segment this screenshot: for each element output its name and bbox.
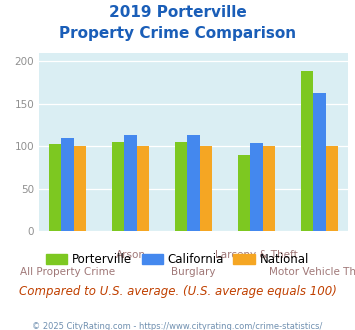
Text: Compared to U.S. average. (U.S. average equals 100): Compared to U.S. average. (U.S. average … <box>18 285 337 298</box>
Bar <box>326 146 338 231</box>
Text: 2019 Porterville: 2019 Porterville <box>109 5 246 20</box>
Bar <box>313 93 326 231</box>
Bar <box>301 72 313 231</box>
Bar <box>74 146 86 231</box>
Text: Burglary: Burglary <box>171 267 216 277</box>
Bar <box>124 135 137 231</box>
Bar <box>263 146 275 231</box>
Bar <box>49 145 61 231</box>
Bar <box>137 146 149 231</box>
Text: Larceny & Theft: Larceny & Theft <box>215 250 298 260</box>
Text: All Property Crime: All Property Crime <box>20 267 115 277</box>
Bar <box>175 142 187 231</box>
Text: Motor Vehicle Theft: Motor Vehicle Theft <box>269 267 355 277</box>
Text: © 2025 CityRating.com - https://www.cityrating.com/crime-statistics/: © 2025 CityRating.com - https://www.city… <box>32 322 323 330</box>
Bar <box>250 143 263 231</box>
Bar <box>61 138 74 231</box>
Bar <box>187 135 200 231</box>
Text: Property Crime Comparison: Property Crime Comparison <box>59 26 296 41</box>
Bar <box>237 155 250 231</box>
Bar <box>111 142 124 231</box>
Text: Arson: Arson <box>115 250 146 260</box>
Legend: Porterville, California, National: Porterville, California, National <box>42 248 313 271</box>
Bar <box>200 146 212 231</box>
